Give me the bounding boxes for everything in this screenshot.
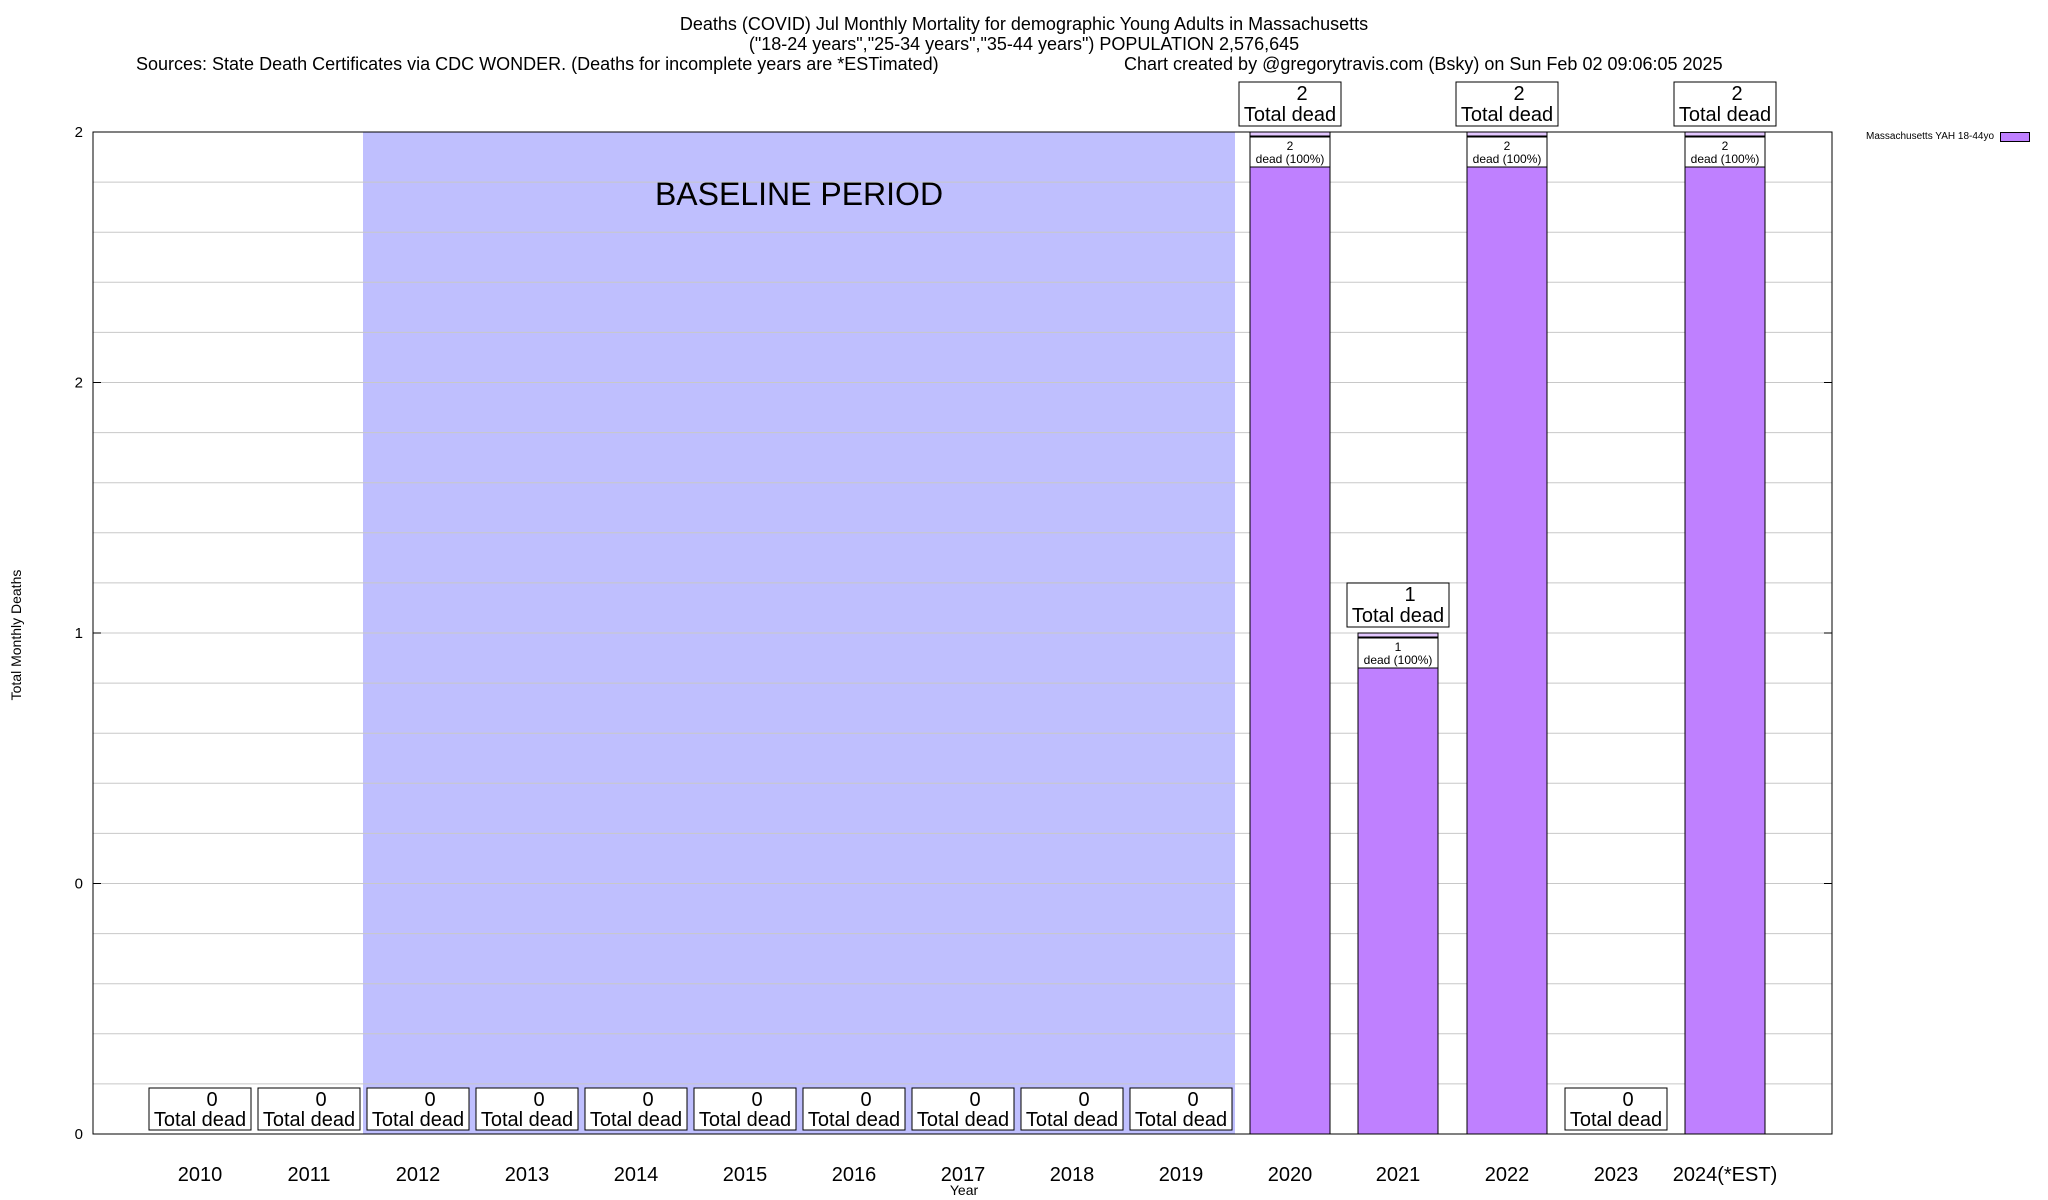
bar [1357, 632, 1439, 1135]
inner-label-text: dead (100%) [1364, 653, 1433, 667]
total-label-text: Total dead [481, 1109, 573, 1131]
total-label-value: 0 [533, 1089, 544, 1111]
x-tick-label: 2018 [1050, 1164, 1095, 1186]
y-tick-label: 2 [75, 375, 83, 392]
chart-title: Deaths (COVID) Jul Monthly Mortality for… [679, 14, 1369, 34]
total-label-box [802, 1087, 906, 1131]
total-label-value: 0 [860, 1089, 871, 1111]
bar-cap [1249, 131, 1331, 137]
total-label-value: 0 [206, 1089, 217, 1111]
total-label-box [1455, 81, 1559, 127]
x-tick-label: 2024(*EST) [1673, 1164, 1778, 1186]
inner-label-box [1684, 136, 1766, 168]
x-tick-label: 2015 [723, 1164, 768, 1186]
y-tick-label: 0 [75, 1126, 83, 1143]
bar-cap [1684, 131, 1766, 137]
x-tick-label: 2020 [1268, 1164, 1313, 1186]
total-label-box [1346, 582, 1450, 628]
total-label-text: Total dead [699, 1109, 791, 1131]
total-label-value: 0 [642, 1089, 653, 1111]
total-label-value: 0 [1078, 1089, 1089, 1111]
inner-label-box [1466, 136, 1548, 168]
total-label-value: 0 [315, 1089, 326, 1111]
total-label-box [475, 1087, 579, 1131]
total-label-text: Total dead [1570, 1109, 1662, 1131]
total-label-value: 0 [751, 1089, 762, 1111]
inner-label-value: 2 [1504, 139, 1511, 153]
x-tick-label: 2016 [832, 1164, 877, 1186]
total-label-box [911, 1087, 1015, 1131]
chart-subtitle: ("18-24 years","25-34 years","35-44 year… [748, 34, 1300, 54]
inner-label-text: dead (100%) [1473, 152, 1542, 166]
total-label-box [257, 1087, 361, 1131]
total-label-text: Total dead [263, 1109, 355, 1131]
total-label-box [1238, 81, 1342, 127]
total-label-box [693, 1087, 797, 1131]
inner-label-value: 1 [1395, 640, 1402, 654]
chart-sources: Sources: State Death Certificates via CD… [136, 54, 939, 74]
total-label-box [584, 1087, 688, 1131]
legend-swatch [2000, 131, 2031, 142]
bar [1684, 131, 1766, 1135]
total-label-text: Total dead [1026, 1109, 1118, 1131]
total-label-value: 0 [1622, 1089, 1633, 1111]
x-tick-label: 2011 [287, 1164, 330, 1186]
x-tick-label: 2019 [1159, 1164, 1204, 1186]
total-label-text: Total dead [917, 1109, 1009, 1131]
total-label-value: 2 [1731, 83, 1742, 105]
total-label-box [1564, 1087, 1668, 1131]
y-tick-label: 0 [75, 876, 83, 893]
inner-label-text: dead (100%) [1256, 152, 1325, 166]
total-label-value: 2 [1296, 83, 1307, 105]
plot-frame [92, 131, 1833, 1135]
baseline-label: BASELINE PERIOD [655, 176, 943, 212]
inner-label-box [1357, 637, 1439, 669]
total-label-box [1129, 1087, 1233, 1131]
x-tick-label: 2017 [941, 1164, 986, 1186]
bar [1249, 131, 1331, 1135]
total-label-value: 0 [424, 1089, 435, 1111]
x-tick-label: 2013 [505, 1164, 550, 1186]
total-label-box [148, 1087, 252, 1131]
total-label-text: Total dead [1679, 104, 1771, 126]
x-tick-label: 2021 [1376, 1164, 1421, 1186]
x-tick-label: 2012 [396, 1164, 441, 1186]
x-axis-label: Year [949, 1182, 979, 1198]
y-tick-label: 2 [75, 124, 83, 141]
total-label-text: Total dead [1352, 605, 1444, 627]
total-label-value: 0 [969, 1089, 980, 1111]
x-tick-label: 2023 [1594, 1164, 1639, 1186]
x-tick-label: 2010 [178, 1164, 223, 1186]
bar [1466, 131, 1548, 1135]
y-tick-label: 1 [75, 625, 83, 642]
total-label-text: Total dead [154, 1109, 246, 1131]
inner-label-text: dead (100%) [1691, 152, 1760, 166]
legend: Massachusetts YAH 18-44yo [1866, 131, 2031, 142]
bar-cap [1466, 131, 1548, 137]
inner-label-value: 2 [1722, 139, 1729, 153]
total-label-text: Total dead [1461, 104, 1553, 126]
total-label-text: Total dead [808, 1109, 900, 1131]
inner-label-box [1249, 136, 1331, 168]
x-tick-label: 2014 [614, 1164, 659, 1186]
bar-cap [1357, 632, 1439, 638]
total-label-text: Total dead [372, 1109, 464, 1131]
total-label-box [1673, 81, 1777, 127]
total-label-value: 2 [1513, 83, 1524, 105]
x-tick-label: 2022 [1485, 1164, 1530, 1186]
total-label-text: Total dead [590, 1109, 682, 1131]
total-label-value: 1 [1404, 584, 1415, 606]
total-label-text: Total dead [1244, 104, 1336, 126]
chart-credit: Chart created by @gregorytravis.com (Bsk… [1124, 54, 1723, 74]
total-label-text: Total dead [1135, 1109, 1227, 1131]
total-label-box [366, 1087, 470, 1131]
total-label-box [1020, 1087, 1124, 1131]
total-label-value: 0 [1187, 1089, 1198, 1111]
inner-label-value: 2 [1287, 139, 1294, 153]
legend-label: Massachusetts YAH 18-44yo [1866, 131, 1995, 142]
